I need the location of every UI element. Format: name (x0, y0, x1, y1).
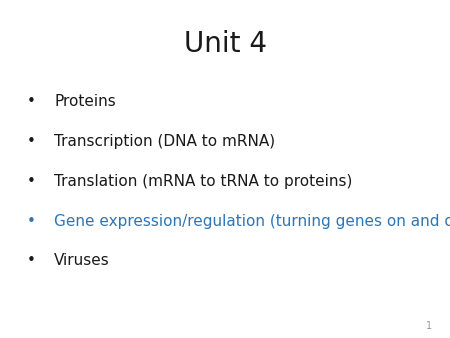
Text: Unit 4: Unit 4 (184, 30, 266, 58)
Text: •: • (27, 94, 36, 109)
Text: 1: 1 (426, 321, 432, 331)
Text: Gene expression/regulation (turning genes on and off): Gene expression/regulation (turning gene… (54, 214, 450, 228)
Text: Transcription (DNA to mRNA): Transcription (DNA to mRNA) (54, 134, 275, 149)
Text: •: • (27, 214, 36, 228)
Text: •: • (27, 134, 36, 149)
Text: Viruses: Viruses (54, 254, 110, 268)
Text: Translation (mRNA to tRNA to proteins): Translation (mRNA to tRNA to proteins) (54, 174, 352, 189)
Text: Proteins: Proteins (54, 94, 116, 109)
Text: •: • (27, 174, 36, 189)
Text: •: • (27, 254, 36, 268)
